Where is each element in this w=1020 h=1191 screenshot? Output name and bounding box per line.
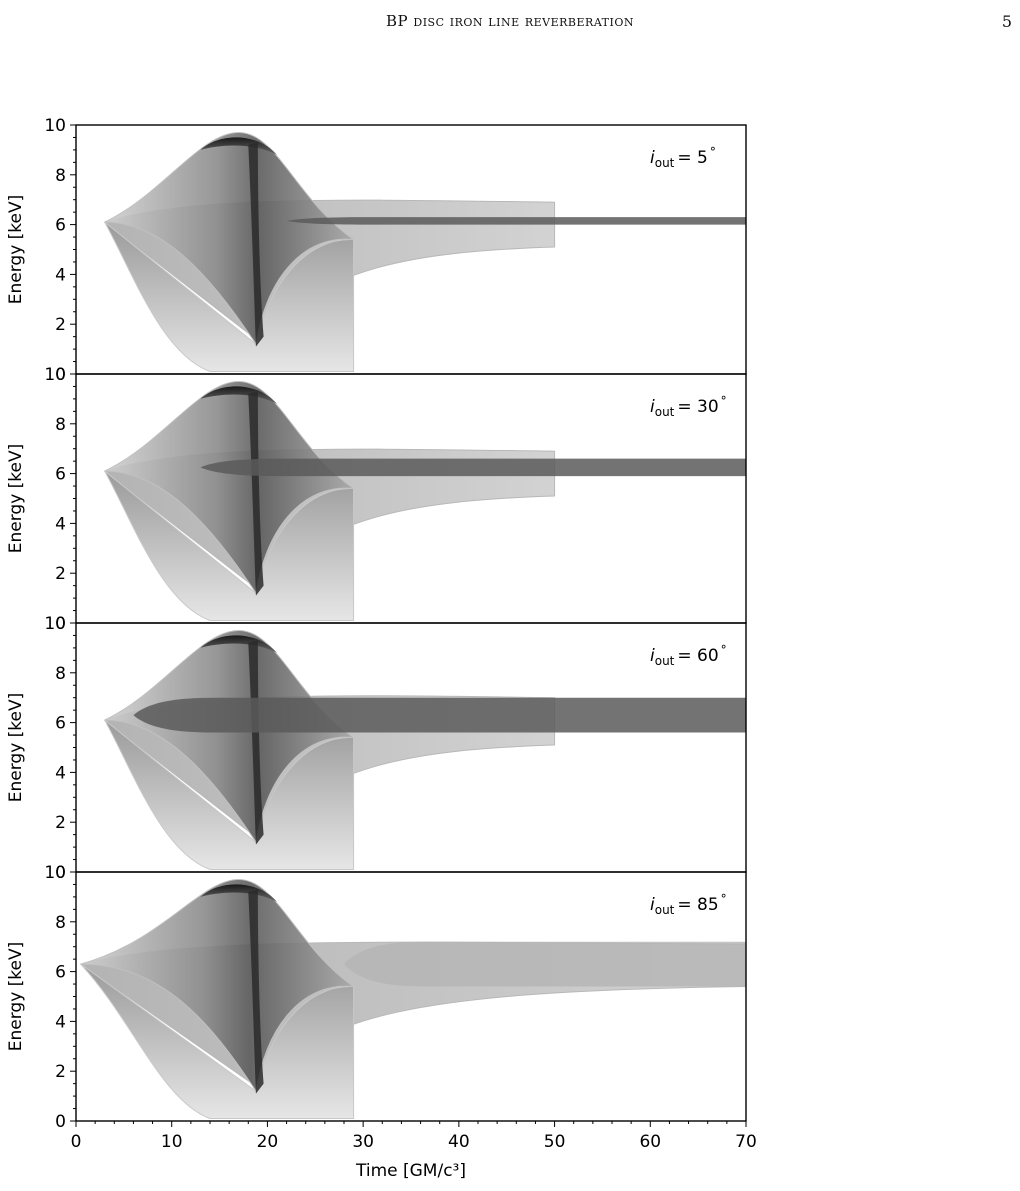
x-tick-label: 0 (71, 1132, 82, 1152)
red-wing (104, 470, 355, 622)
inclination-label: iout = 85 ° (650, 892, 727, 917)
peak-ridge (200, 386, 277, 404)
y-tick-label: 8 (55, 415, 66, 435)
outer-disc-profile (104, 629, 354, 844)
y-tick-label: 6 (55, 465, 66, 485)
page-number: 5 (1001, 12, 1012, 31)
y-tick-label: 0 (55, 365, 66, 385)
x-tick-label: 10 (161, 1132, 183, 1152)
y-tick-label: 10 (44, 863, 66, 883)
outer-disc-profile (80, 878, 354, 1093)
y-tick-label: 2 (55, 315, 66, 335)
peak-ridge (200, 137, 277, 155)
peak-ridge (200, 884, 277, 902)
outer-tail-band (133, 697, 746, 733)
caustic-ridge (248, 889, 264, 1094)
y-tick-label: 4 (55, 1012, 66, 1032)
y-tick-label: 6 (55, 714, 66, 734)
y-axis-label: Energy [keV] (6, 195, 26, 305)
y-tick-label: 6 (55, 216, 66, 236)
inclination-label: iout = 5 ° (650, 145, 716, 170)
caustic-ridge (248, 142, 264, 347)
outer-tail-band (286, 217, 746, 225)
page-header: BP disc iron line reverberation 5 (0, 8, 1020, 38)
red-wing (104, 719, 355, 871)
inclination-label: iout = 60 ° (650, 643, 727, 668)
panel-2: 0 2 4 6 8 10 Energy [keV] iout = 30 ° (6, 365, 747, 634)
y-tick-label: 2 (55, 813, 66, 833)
y-tick-label: 0 (55, 863, 66, 883)
y-axis-label: Energy [keV] (6, 693, 26, 803)
peak-ridge (200, 635, 277, 653)
y-tick-label: 4 (55, 265, 66, 285)
y-tick-label: 8 (55, 664, 66, 684)
x-tick-label: 70 (735, 1132, 757, 1152)
x-axis-label: Time [GM/c³] (355, 1161, 466, 1181)
y-tick-label: 10 (44, 614, 66, 634)
caustic-ridge (248, 640, 264, 845)
red-wing (104, 221, 355, 373)
x-tick-label: 20 (257, 1132, 279, 1152)
y-tick-label: 2 (55, 1062, 66, 1082)
x-tick-label: 60 (639, 1132, 661, 1152)
running-title: BP disc iron line reverberation (385, 12, 634, 30)
y-tick-label: 0 (55, 614, 66, 634)
inclination-label: iout = 30 ° (650, 394, 727, 419)
y-tick-label: 4 (55, 763, 66, 783)
panel-4: 0 2 4 6 8 10 Energy [keV] iout = 85 ° (6, 863, 747, 1132)
y-axis-label: Energy [keV] (6, 444, 26, 554)
y-tick-label: 4 (55, 514, 66, 534)
caustic-ridge (248, 391, 264, 596)
y-tick-label: 0 (55, 1112, 66, 1132)
panel-1: 0 2 4 6 8 10 Energy [keV] iout = 5 ° (6, 116, 747, 385)
outer-tail-band (200, 458, 746, 477)
y-axis: 0 2 4 6 8 10 (44, 116, 76, 385)
y-axis-label: Energy [keV] (6, 942, 26, 1052)
y-tick-label: 10 (44, 116, 66, 136)
y-tick-label: 10 (44, 365, 66, 385)
x-tick-label: 50 (544, 1132, 566, 1152)
outer-disc-profile (104, 380, 354, 595)
y-tick-label: 6 (55, 963, 66, 983)
y-axis: 0 2 4 6 8 10 (44, 863, 76, 1132)
y-tick-label: 8 (55, 913, 66, 933)
x-tick-label: 30 (352, 1132, 374, 1152)
x-tick-label: 40 (448, 1132, 470, 1152)
panel-3: 0 2 4 6 8 10 Energy [keV] iout = 60 ° (6, 614, 747, 883)
y-tick-label: 8 (55, 166, 66, 186)
outer-tail-band (344, 941, 746, 987)
y-axis: 0 2 4 6 8 10 (44, 614, 76, 883)
y-tick-label: 2 (55, 564, 66, 584)
y-axis: 0 2 4 6 8 10 (44, 365, 76, 634)
outer-disc-profile (104, 131, 354, 346)
red-wing (80, 963, 355, 1120)
